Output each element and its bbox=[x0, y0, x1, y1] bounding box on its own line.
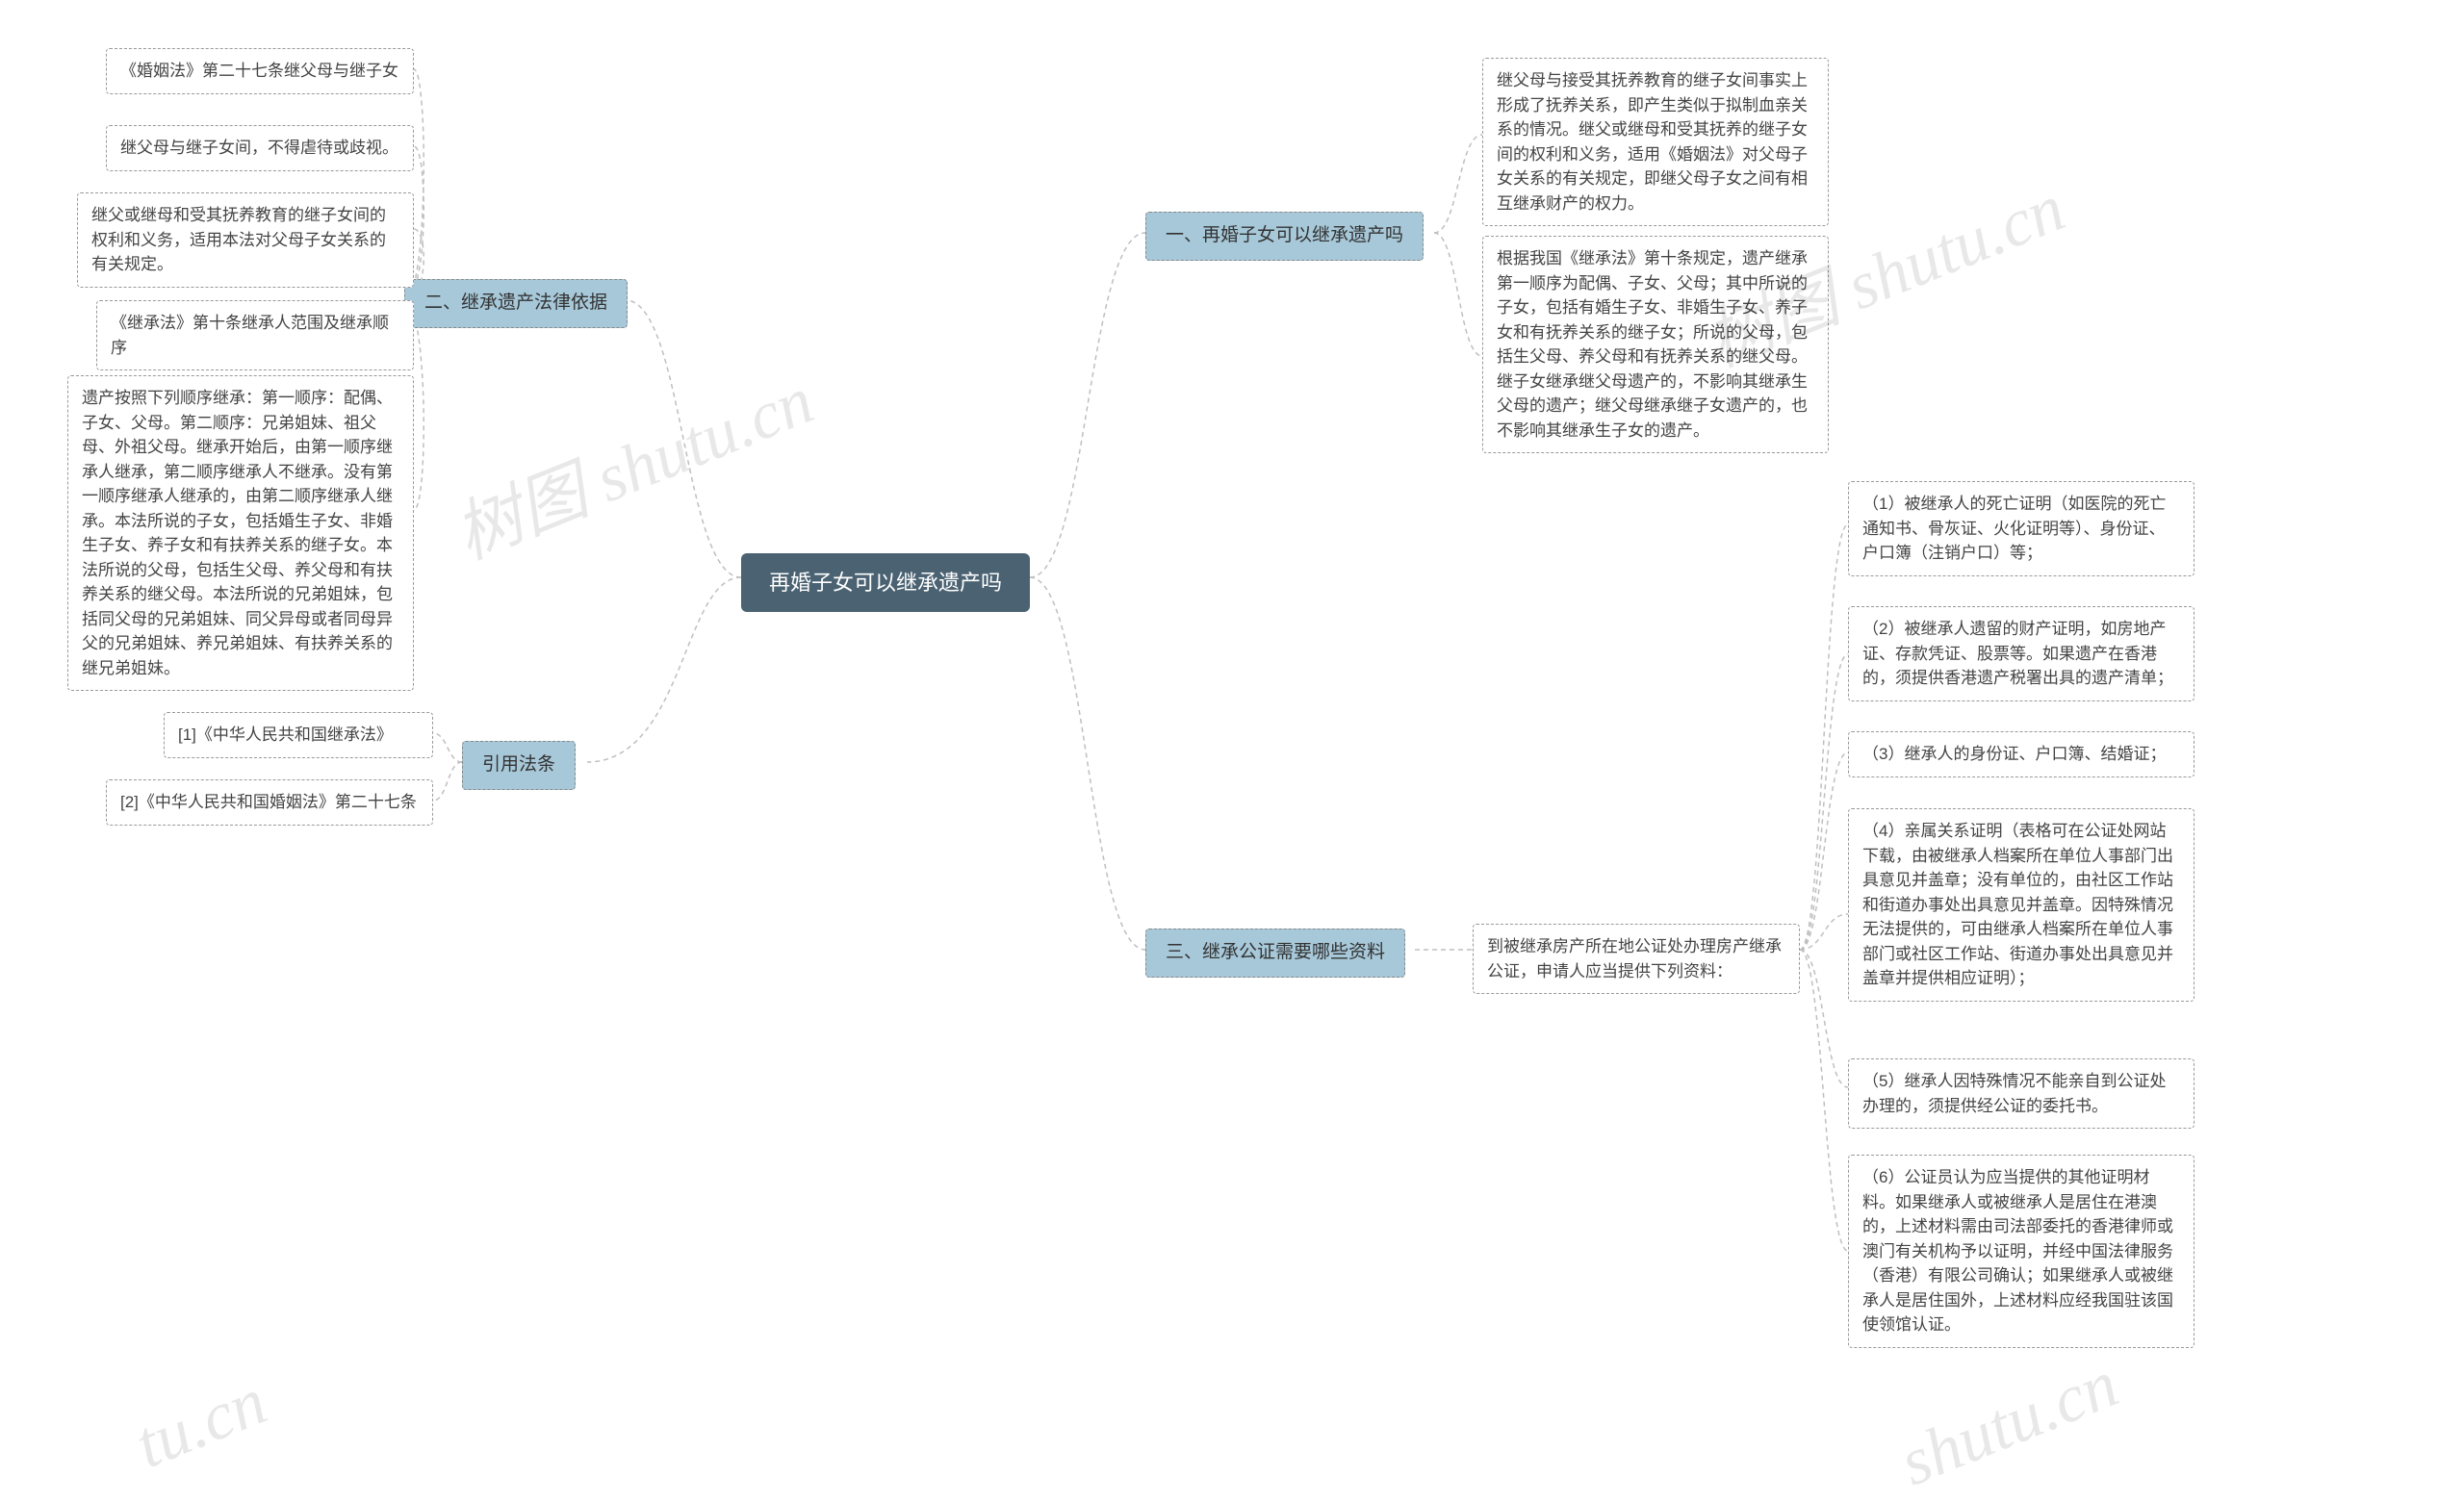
watermark: tu.cn bbox=[125, 1363, 277, 1485]
leaf-doc-1: （1）被继承人的死亡证明（如医院的死亡通知书、骨灰证、火化证明等）、身份证、户口… bbox=[1848, 481, 2194, 576]
leaf-inheritance-law-10: 《继承法》第十条继承人范围及继承顺序 bbox=[96, 300, 414, 370]
mindmap-canvas: 再婚子女可以继承遗产吗 二、继承遗产法律依据 《婚姻法》第二十七条继父母与继子女… bbox=[0, 0, 2464, 1450]
watermark: 树图 shutu.cn bbox=[438, 346, 825, 578]
leaf-doc-5: （5）继承人因特殊情况不能亲自到公证处办理的，须提供经公证的委托书。 bbox=[1848, 1058, 2194, 1129]
leaf-doc-6: （6）公证员认为应当提供的其他证明材料。如果继承人或被继承人是居住在港澳的，上述… bbox=[1848, 1155, 2194, 1348]
leaf-cite-2: [2]《中华人民共和国婚姻法》第二十七条 bbox=[106, 779, 433, 826]
leaf-foster-relation: 继父母与接受其抚养教育的继子女间事实上形成了抚养关系，即产生类似于拟制血亲关系的… bbox=[1482, 58, 1829, 226]
root-node: 再婚子女可以继承遗产吗 bbox=[741, 553, 1030, 612]
leaf-notary-intro: 到被继承房产所在地公证处办理房产继承公证，申请人应当提供下列资料： bbox=[1473, 924, 1800, 994]
leaf-cite-1: [1]《中华人民共和国继承法》 bbox=[164, 712, 433, 758]
leaf-no-abuse: 继父母与继子女间，不得虐待或歧视。 bbox=[106, 125, 414, 171]
leaf-doc-2: （2）被继承人遗留的财产证明，如房地产证、存款凭证、股票等。如果遗产在香港的，须… bbox=[1848, 606, 2194, 701]
branch-legal-basis: 二、继承遗产法律依据 bbox=[404, 279, 628, 328]
leaf-rights-duties: 继父或继母和受其抚养教育的继子女间的权利和义务，适用本法对父母子女关系的有关规定… bbox=[77, 192, 414, 288]
leaf-doc-4: （4）亲属关系证明（表格可在公证处网站下载，由被继承人档案所在单位人事部门出具意… bbox=[1848, 808, 2194, 1002]
branch-can-inherit: 一、再婚子女可以继承遗产吗 bbox=[1145, 212, 1424, 261]
leaf-doc-3: （3）继承人的身份证、户口簿、结婚证； bbox=[1848, 731, 2194, 777]
watermark: shutu.cn bbox=[1890, 1346, 2129, 1502]
branch-notary-docs: 三、继承公证需要哪些资料 bbox=[1145, 929, 1405, 978]
leaf-inheritance-order: 遗产按照下列顺序继承：第一顺序：配偶、子女、父母。第二顺序：兄弟姐妹、祖父母、外… bbox=[67, 375, 414, 691]
leaf-marriage-law-27: 《婚姻法》第二十七条继父母与继子女 bbox=[106, 48, 414, 94]
leaf-inheritance-scope: 根据我国《继承法》第十条规定，遗产继承第一顺序为配偶、子女、父母；其中所说的子女… bbox=[1482, 236, 1829, 453]
branch-cited-laws: 引用法条 bbox=[462, 741, 576, 790]
